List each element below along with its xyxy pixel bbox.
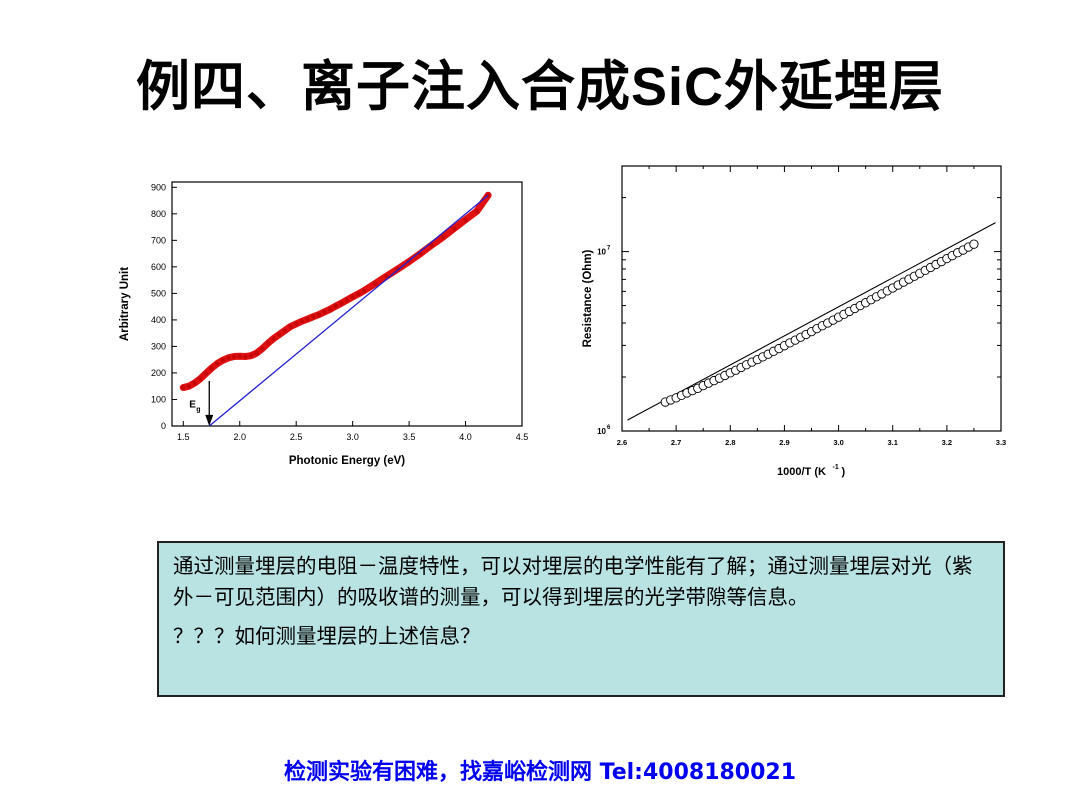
y-tick-label: 300 xyxy=(151,341,166,351)
info-textbox: 通过测量埋层的电阻－温度特性，可以对埋层的电学性能有了解；通过测量埋层对光（紫外… xyxy=(157,541,1005,697)
absorption-point xyxy=(265,341,271,346)
x-tick-label: 3.3 xyxy=(996,438,1006,447)
absorption-point xyxy=(384,273,389,279)
y-tick-label: 600 xyxy=(151,262,166,272)
y-axis-label: Arbitrary Unit xyxy=(119,267,131,341)
y-tick-label: 400 xyxy=(151,315,166,325)
y-tick-label-base: 10 xyxy=(597,248,606,257)
slide-title: 例四、离子注入合成SiC外延埋层 xyxy=(0,42,1080,121)
x-tick-label: 3.0 xyxy=(346,432,359,442)
y-tick-label: 900 xyxy=(151,182,166,192)
absorption-point xyxy=(333,303,338,309)
absorption-point xyxy=(429,242,434,248)
x-axis-label-end: ) xyxy=(842,466,846,478)
absorption-point xyxy=(322,309,327,315)
absorption-point xyxy=(282,328,288,333)
absorption-point xyxy=(299,319,305,324)
x-tick-label: 2.0 xyxy=(233,432,246,442)
absorption-point xyxy=(361,288,367,293)
x-tick-label: 2.8 xyxy=(725,438,735,447)
x-tick-label: 1.5 xyxy=(177,432,190,442)
absorption-point xyxy=(254,350,259,356)
eg-subscript: g xyxy=(196,406,200,413)
x-tick-label: 4.5 xyxy=(516,432,529,442)
absorption-point xyxy=(310,314,316,319)
x-axis-label: 1000/T (K xyxy=(777,466,826,478)
plot-frame xyxy=(621,165,1002,432)
resistance-point xyxy=(969,239,979,249)
absorption-point xyxy=(344,297,350,303)
absorption-point xyxy=(237,354,242,359)
absorption-point xyxy=(277,332,282,337)
x-tick-label: 3.5 xyxy=(403,432,416,442)
absorption-point xyxy=(231,354,237,359)
eg-label: E xyxy=(189,399,196,410)
absorption-point xyxy=(226,355,231,361)
absorption-point xyxy=(209,365,214,371)
absorption-point xyxy=(356,291,361,297)
y-tick-label: 200 xyxy=(151,368,166,378)
absorption-point xyxy=(198,376,203,381)
absorption-point xyxy=(373,281,378,286)
tangent-line xyxy=(208,194,489,427)
absorption-point xyxy=(271,336,276,341)
question-line: ？？？如何测量埋层的上述信息？ xyxy=(173,624,481,648)
absorption-point xyxy=(192,380,197,386)
y-tick-label: 100 xyxy=(151,394,166,404)
info-paragraph: 通过测量埋层的电阻－温度特性，可以对埋层的电学性能有了解；通过测量埋层对光（紫外… xyxy=(173,554,973,609)
y-tick-label: 500 xyxy=(151,288,166,298)
x-tick-label: 3.1 xyxy=(887,438,897,447)
absorption-point xyxy=(350,294,355,300)
absorption-point xyxy=(181,385,186,390)
x-tick-label: 3.2 xyxy=(942,438,952,447)
title-prefix: 例四、离子注入合成 xyxy=(135,54,631,118)
x-tick-label: 2.6 xyxy=(617,438,627,447)
x-axis-label: Photonic Energy (eV) xyxy=(289,455,405,467)
y-axis-label: Resistance (Ohm) xyxy=(582,249,594,347)
x-axis-label-superscript: -1 xyxy=(833,464,839,471)
footer-contact: 检测实验有困难，找嘉峪检测网 Tel:4008180021 xyxy=(283,760,797,785)
y-tick-label: 0 xyxy=(161,421,166,431)
x-tick-label: 4.0 xyxy=(459,432,472,442)
absorption-point xyxy=(327,307,333,312)
absorption-point xyxy=(293,321,299,327)
absorption-point xyxy=(440,234,446,240)
y-tick-label-base: 10 xyxy=(597,427,606,436)
absorption-point xyxy=(463,217,468,222)
absorption-point xyxy=(248,353,254,358)
absorption-point xyxy=(474,208,480,214)
y-tick-label: 800 xyxy=(151,209,166,219)
absorption-point xyxy=(288,324,293,329)
absorption-point xyxy=(339,301,344,306)
absorption-point xyxy=(305,316,310,322)
absorption-point xyxy=(203,371,209,376)
x-tick-label: 2.5 xyxy=(290,432,303,442)
absorption-point xyxy=(452,226,457,231)
title-suffix: 外延埋层 xyxy=(724,54,945,118)
eg-arrow-icon xyxy=(205,414,214,426)
x-tick-label: 2.9 xyxy=(779,438,789,447)
absorption-point xyxy=(243,354,248,359)
plot-frame xyxy=(171,181,523,427)
absorption-point xyxy=(260,346,265,351)
x-tick-label: 3.0 xyxy=(833,438,843,447)
x-tick-label: 2.7 xyxy=(671,438,681,447)
y-tick-label-exponent: 7 xyxy=(607,246,611,252)
absorption-point xyxy=(220,358,226,363)
absorption-point xyxy=(214,361,220,366)
fit-line xyxy=(627,222,996,421)
y-tick-label: 700 xyxy=(151,235,166,245)
absorption-point xyxy=(186,384,192,389)
absorption-point xyxy=(316,312,321,317)
absorption-chart: 1.5 2.0 2.5 3.0 3.5 4.0 4.5 0 100 200 300 400 500 600… xyxy=(119,181,529,467)
title-latin: SiC xyxy=(630,57,725,117)
y-tick-label-exponent: 6 xyxy=(607,425,611,431)
